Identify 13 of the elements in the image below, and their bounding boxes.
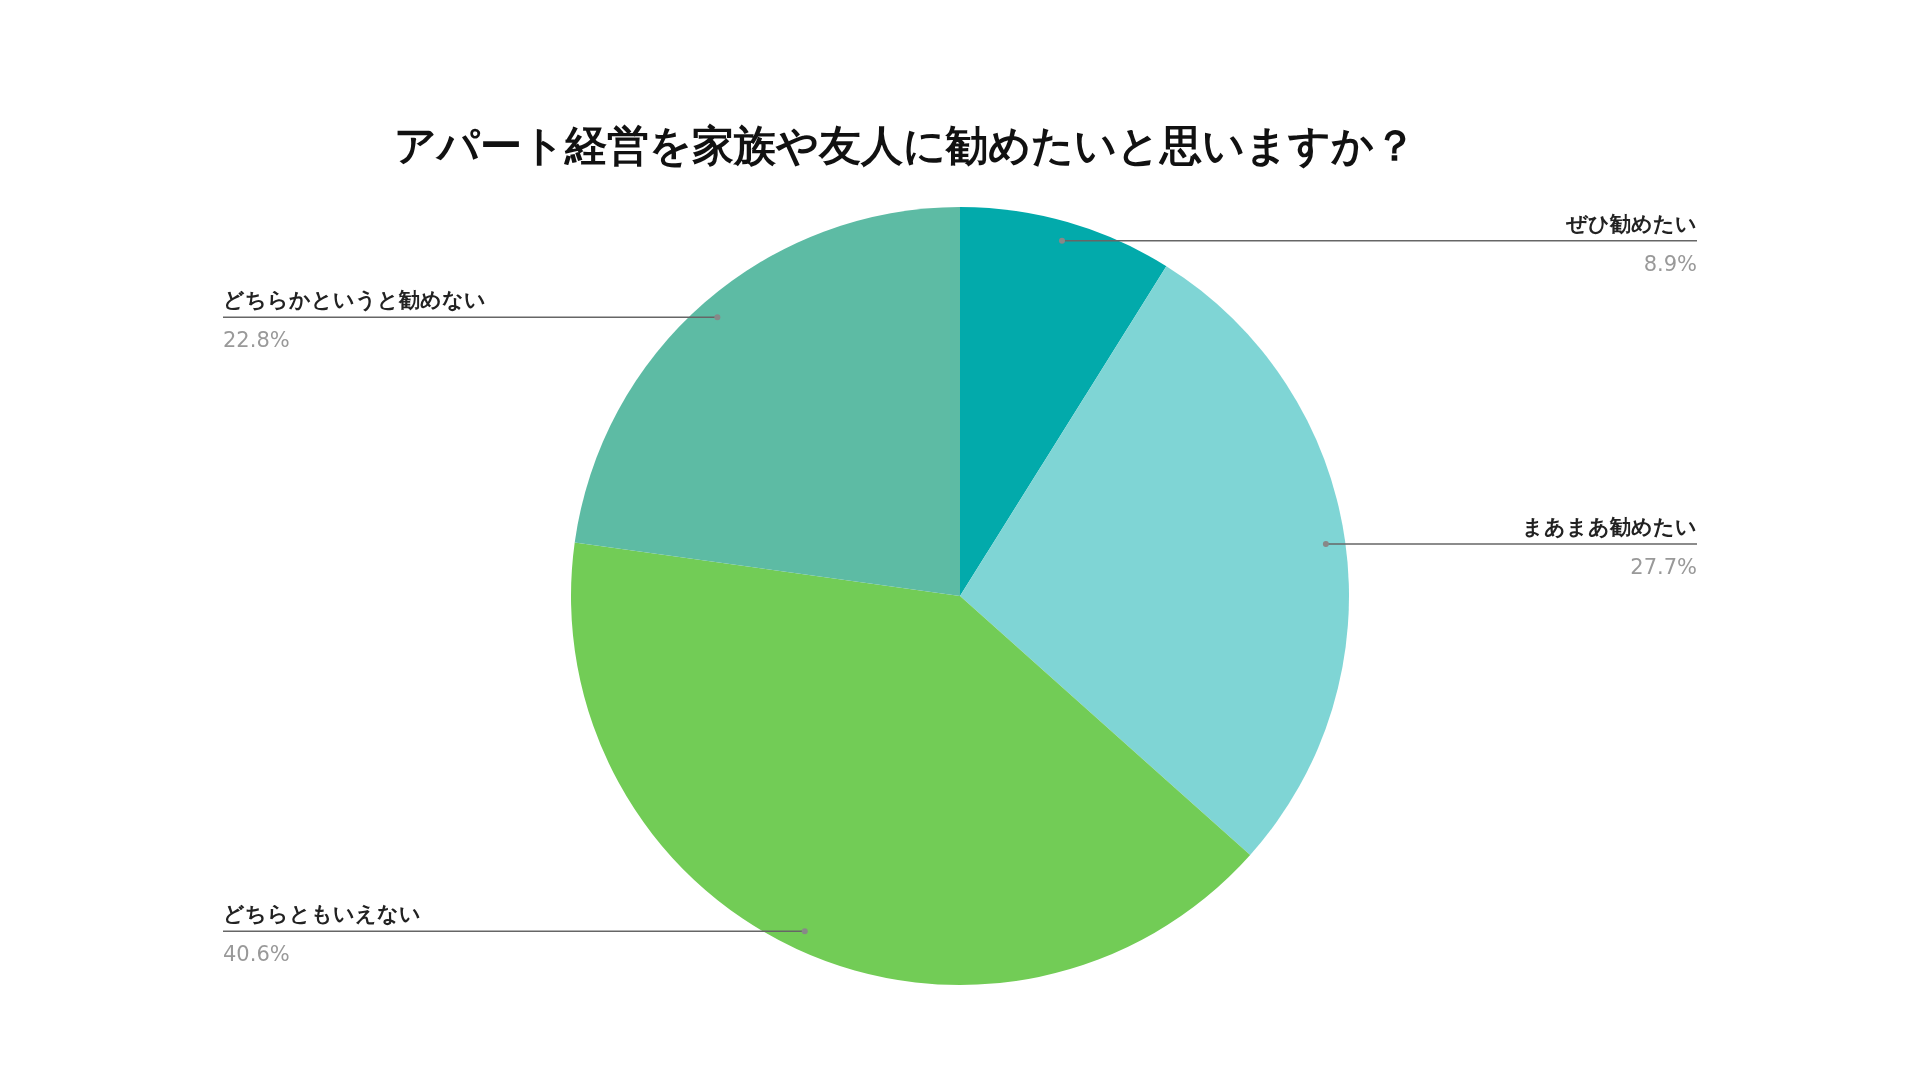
slice-label: どちらかというと勧めない [223,288,486,313]
data-label: 8.9% [1643,251,1697,276]
slice-label: どちらともいえない [223,902,421,927]
chart-title: アパート経営を家族や友人に勧めたいと思いますか？ [394,121,1416,170]
data-label: 27.7% [1630,554,1697,579]
slice-label: まあまあ勧めたい [1522,514,1697,539]
data-label: 40.6% [223,942,290,967]
data-label: 22.8% [223,328,290,353]
pie-slice [571,542,1251,985]
slice-label: ぜひ勧めたい [1565,211,1697,236]
pie-slice [574,207,960,596]
pie-slice [960,266,1349,856]
pie-slice [960,207,1167,596]
